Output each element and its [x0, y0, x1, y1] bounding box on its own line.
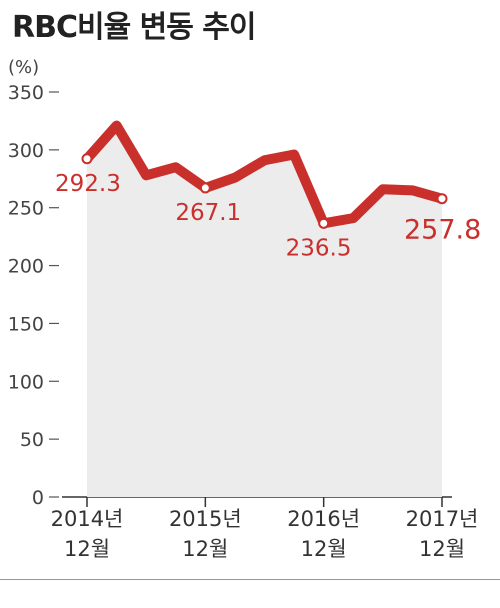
y-tick-label: 200 — [8, 256, 44, 278]
x-tick-year: 2014년 — [51, 507, 124, 531]
chart-title: RBC비율 변동 추이 — [12, 10, 256, 45]
data-label: 236.5 — [286, 235, 352, 261]
y-tick-label: 0 — [32, 487, 44, 509]
y-tick-label: 100 — [8, 371, 44, 393]
x-tick-year: 2015년 — [169, 507, 242, 531]
area-fill — [87, 125, 442, 498]
x-tick-month: 12월 — [419, 537, 465, 561]
y-tick-label: 50 — [20, 429, 44, 451]
x-tick-year: 2017년 — [406, 507, 479, 531]
data-point-marker — [436, 193, 448, 205]
bottom-rule — [0, 579, 500, 580]
x-tick-month: 12월 — [301, 537, 347, 561]
x-tick-month: 12월 — [64, 537, 110, 561]
y-tick-label: 350 — [8, 82, 44, 104]
y-unit-label: (%) — [8, 57, 39, 78]
y-tick-label: 300 — [8, 140, 44, 162]
x-tick-year: 2016년 — [287, 507, 360, 531]
data-label: 257.8 — [404, 215, 481, 246]
data-point-marker — [81, 153, 93, 165]
y-tick-label: 250 — [8, 198, 44, 220]
data-label: 267.1 — [175, 200, 241, 226]
data-point-marker — [199, 182, 211, 194]
series-line — [82, 120, 447, 229]
data-label: 292.3 — [55, 171, 121, 197]
data-point-marker — [318, 217, 330, 229]
y-tick-label: 150 — [8, 313, 44, 335]
x-tick-month: 12월 — [182, 537, 228, 561]
